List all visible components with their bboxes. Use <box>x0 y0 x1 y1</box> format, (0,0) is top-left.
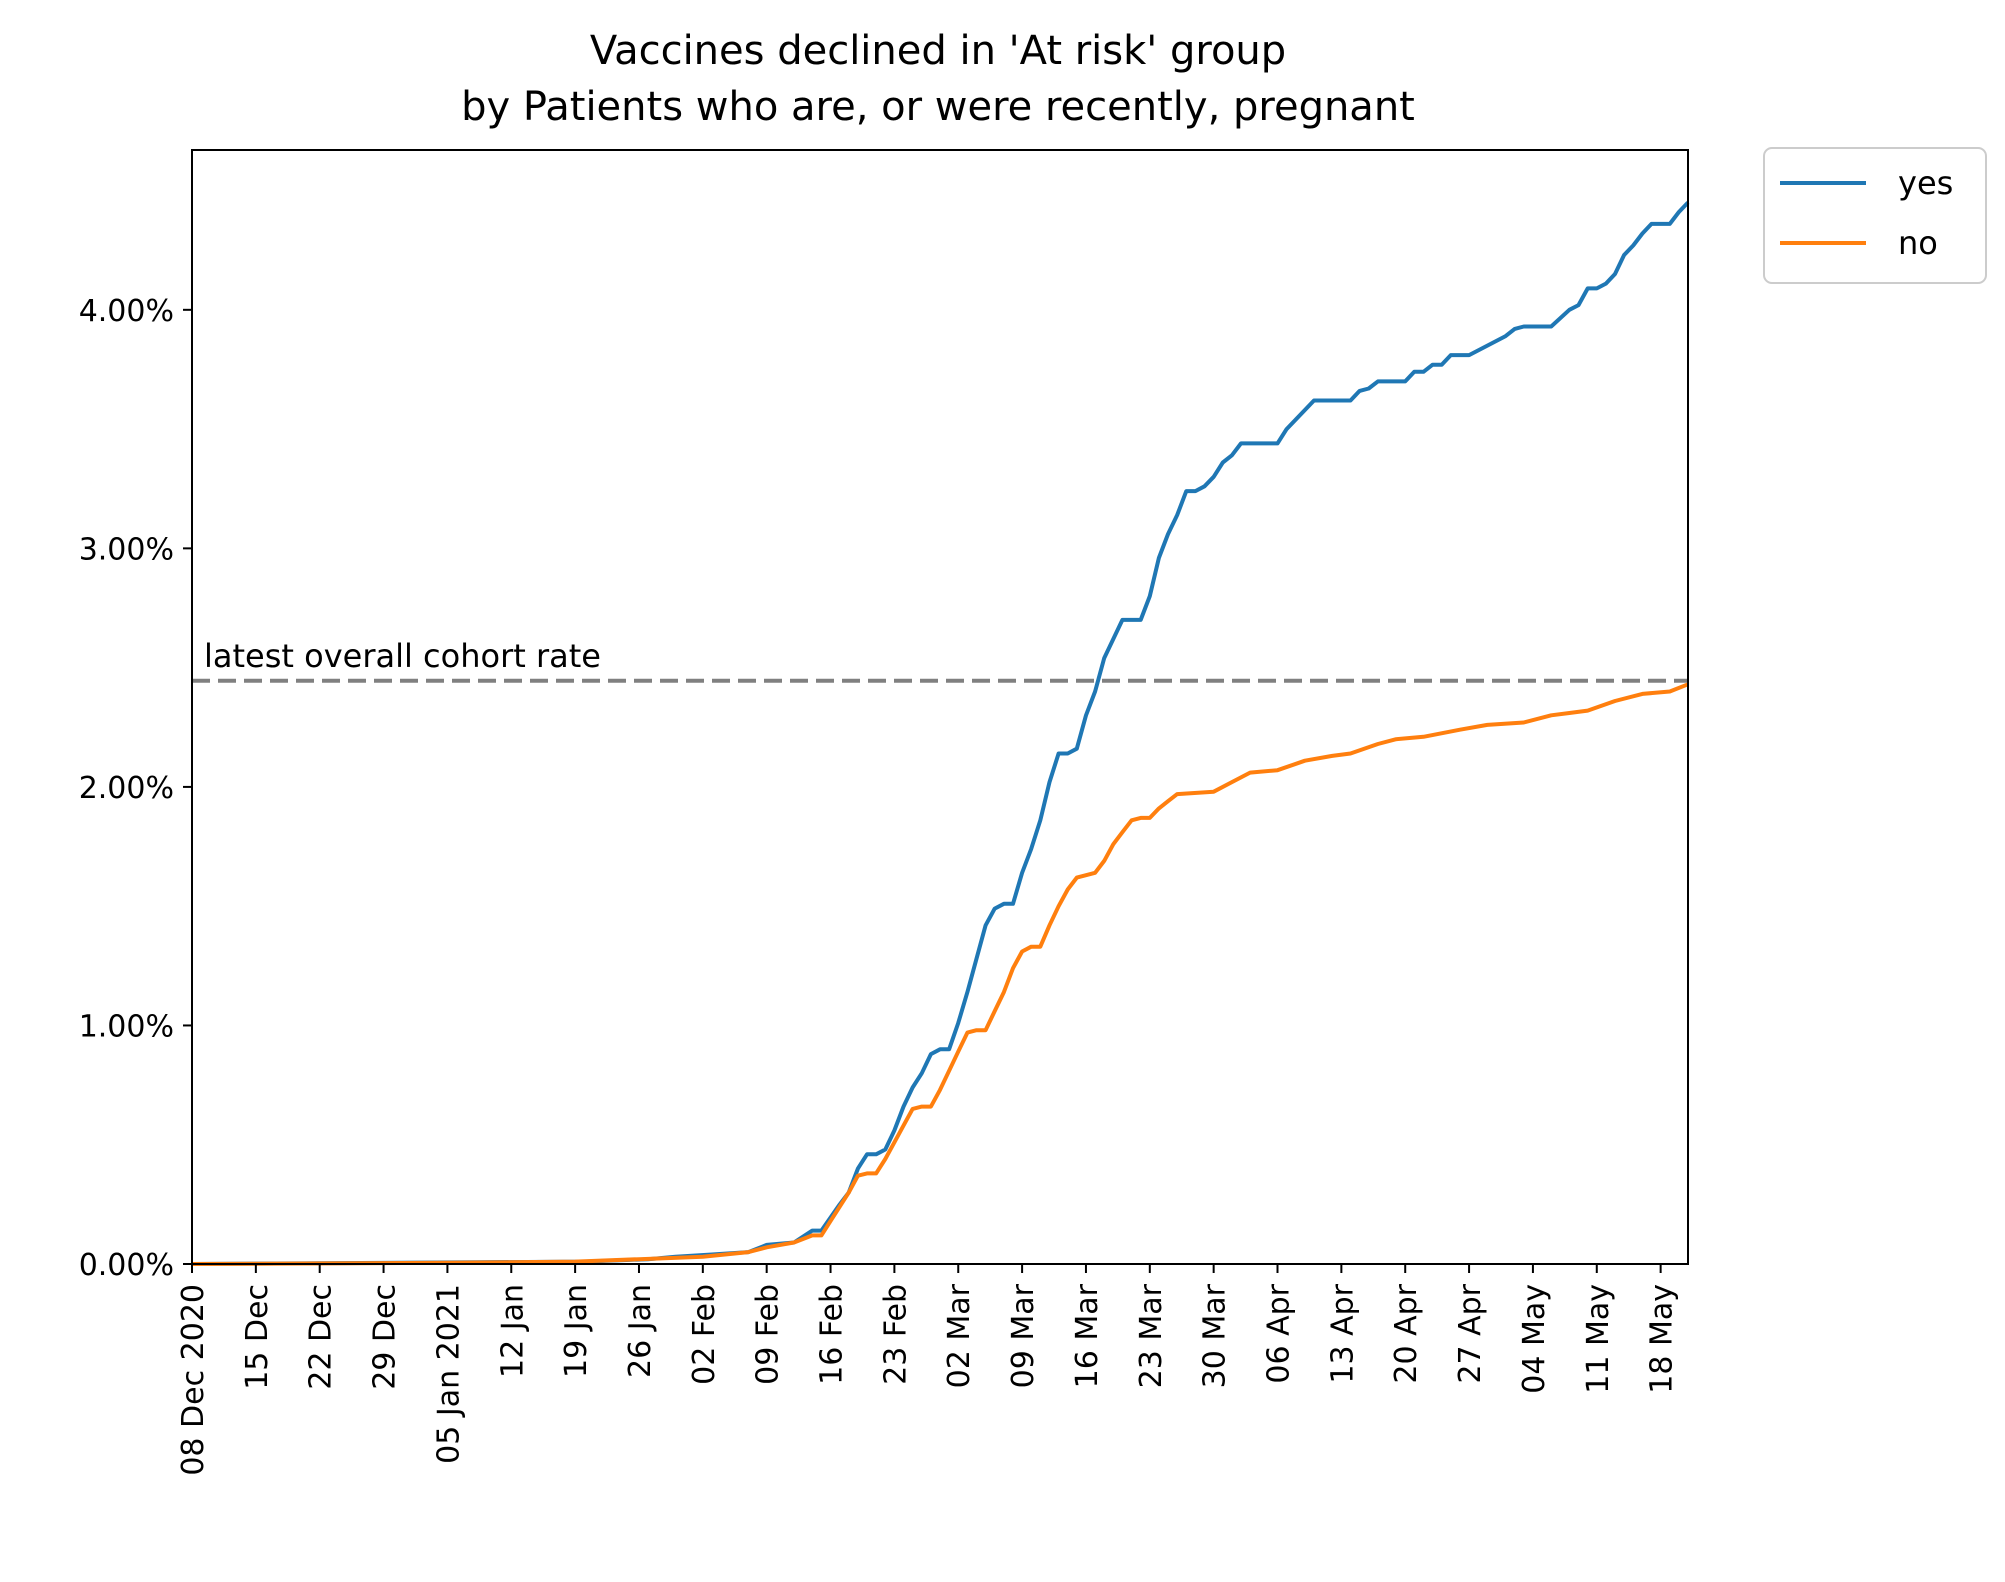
x-tick-label: 19 Jan <box>559 1284 594 1378</box>
x-tick-label: 02 Feb <box>687 1284 722 1385</box>
y-tick-label: 1.00% <box>79 1009 174 1044</box>
series-line-no <box>191 682 1689 1266</box>
x-tick-label: 04 May <box>1517 1284 1552 1394</box>
x-tick-label: 09 Mar <box>1006 1283 1041 1388</box>
x-tick-label: 29 Dec <box>368 1284 403 1390</box>
x-tick-label: 18 May <box>1645 1284 1680 1394</box>
x-tick-label: 15 Dec <box>240 1284 275 1390</box>
x-tick-label: 11 May <box>1581 1284 1616 1394</box>
legend-label-yes: yes <box>1898 164 1953 202</box>
x-tick-label: 09 Feb <box>751 1284 786 1385</box>
x-tick-label: 08 Dec 2020 <box>176 1284 211 1476</box>
x-tick-label: 22 Dec <box>304 1284 339 1390</box>
x-tick-label: 13 Apr <box>1325 1283 1360 1383</box>
x-tick-label: 20 Apr <box>1389 1283 1424 1383</box>
x-tick-label: 12 Jan <box>495 1284 530 1378</box>
chart-title-line-1: Vaccines declined in 'At risk' group <box>590 28 1286 74</box>
x-tick-label: 30 Mar <box>1198 1283 1233 1388</box>
legend: yes no <box>1763 147 1987 284</box>
x-tick-label: 27 Apr <box>1453 1283 1488 1383</box>
y-tick-label: 4.00% <box>79 294 174 329</box>
x-tick-label: 06 Apr <box>1262 1283 1297 1383</box>
x-tick-label: 16 Feb <box>815 1284 850 1385</box>
y-tick-label: 0.00% <box>79 1248 174 1283</box>
x-tick-label: 05 Jan 2021 <box>431 1284 466 1464</box>
series-line-yes <box>191 201 1690 1266</box>
x-tick-label: 23 Feb <box>878 1284 913 1385</box>
x-tick-label: 02 Mar <box>942 1283 977 1388</box>
y-tick-label: 2.00% <box>79 771 174 806</box>
x-tick-label: 23 Mar <box>1134 1283 1169 1388</box>
x-tick-label: 16 Mar <box>1070 1283 1105 1388</box>
legend-label-no: no <box>1898 224 1938 262</box>
plot-area: latest overall cohort rate 0.00% 1.00% 2.00… <box>79 149 1690 1476</box>
plot-frame <box>191 149 1689 1265</box>
y-tick-label: 3.00% <box>79 532 174 567</box>
reference-line-label: latest overall cohort rate <box>204 637 601 675</box>
x-tick-label: 26 Jan <box>623 1284 658 1378</box>
chart-title-line-2: by Patients who are, or were recently, p… <box>461 84 1415 130</box>
